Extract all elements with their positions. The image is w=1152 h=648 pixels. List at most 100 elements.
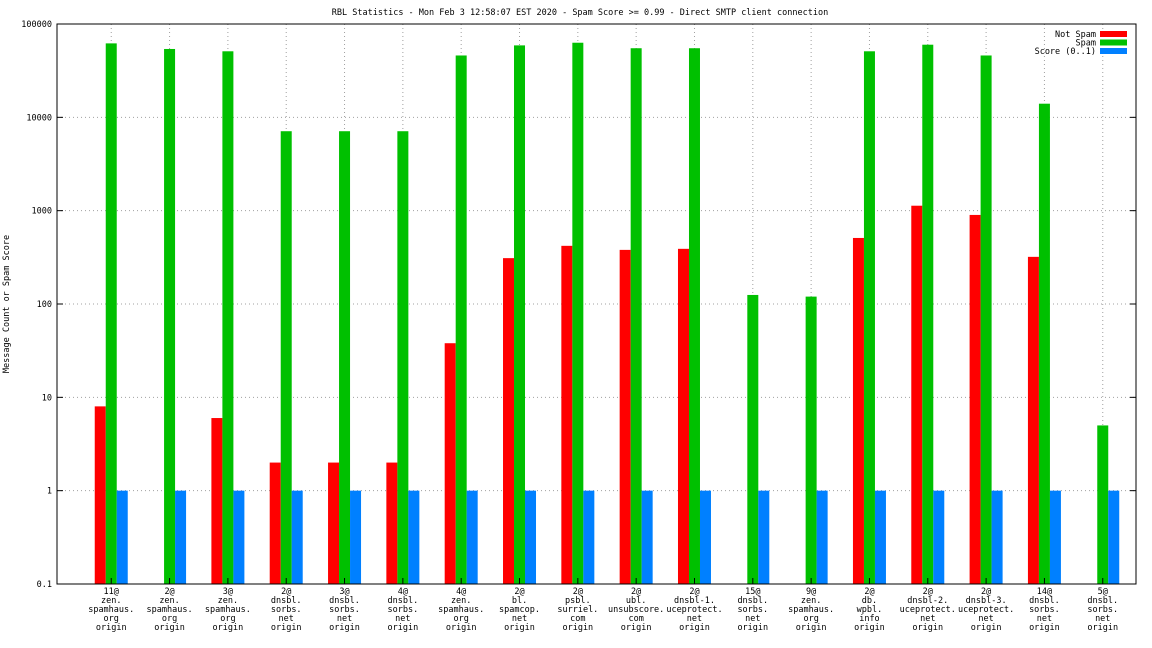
- x-tick-label: 11@ zen. spamhaus. org origin: [88, 587, 134, 633]
- x-tick-label-line: 2@: [689, 587, 699, 597]
- x-tick-label-line: 4@: [456, 587, 466, 597]
- x-tick-label-line: origin: [796, 623, 827, 633]
- bar-spam: [222, 51, 234, 584]
- x-tick-label: 2@ bl. spamcop. net origin: [499, 587, 540, 633]
- x-tick-label-line: 3@: [223, 587, 233, 597]
- chart-title: RBL Statistics - Mon Feb 3 12:58:07 EST …: [332, 8, 828, 18]
- bar-score-0-1: [1049, 490, 1061, 584]
- bar-not-spam: [619, 249, 631, 584]
- x-tick-label-line: origin: [388, 623, 419, 633]
- bar-score-0-1: [816, 490, 828, 584]
- bar-spam: [105, 43, 117, 585]
- bar-spam: [630, 48, 642, 585]
- bar-not-spam: [852, 237, 864, 584]
- x-tick-label-line: 4@: [398, 587, 408, 597]
- x-tick-label-line: origin: [854, 623, 885, 633]
- legend-label: Spam: [1076, 39, 1096, 49]
- x-tick-label-line: dnsbl.: [329, 596, 360, 606]
- x-tick-label-line: dnsbl.: [388, 596, 419, 606]
- x-tick-label-line: org: [803, 614, 818, 624]
- x-tick-label-line: spamcop.: [499, 605, 540, 615]
- x-tick-label-line: dnsbl.: [1029, 596, 1060, 606]
- bar-not-spam: [269, 462, 281, 584]
- x-tick-label-line: uceprotect.: [900, 605, 956, 615]
- bar-spam: [1038, 103, 1050, 585]
- x-tick-label-line: info: [859, 614, 879, 624]
- x-tick-label-line: origin: [679, 623, 710, 633]
- bar-spam: [339, 131, 351, 584]
- x-tick-label-line: sorbs.: [737, 605, 768, 615]
- bar-not-spam: [561, 245, 573, 584]
- x-tick-label-line: origin: [504, 623, 535, 633]
- bar-not-spam: [969, 214, 981, 584]
- x-tick-label-line: uceprotect.: [666, 605, 722, 615]
- x-tick-label-line: sorbs.: [271, 605, 302, 615]
- x-tick-label: 2@ ubl. unsubscore. com origin: [608, 587, 664, 633]
- x-tick-label-line: 15@: [745, 587, 760, 597]
- y-axis-ticks: 0.1 1 10 100 1000 10000 100000: [21, 20, 1136, 590]
- x-tick-label-line: origin: [96, 623, 127, 633]
- bar-score-0-1: [525, 490, 537, 584]
- x-tick-label-line: org: [454, 614, 469, 624]
- bar-not-spam: [211, 418, 223, 584]
- x-tick-label: 2@ psbl. surriel. com origin: [557, 587, 598, 633]
- legend-swatch: [1100, 48, 1127, 54]
- x-tick-label-line: net: [687, 614, 702, 624]
- x-tick-label-line: 2@: [923, 587, 933, 597]
- y-tick-label: 10: [42, 393, 52, 403]
- x-tick-label-line: sorbs.: [1029, 605, 1060, 615]
- x-tick-label-line: psbl.: [565, 596, 591, 606]
- x-tick-label-line: surriel.: [557, 605, 598, 615]
- x-tick-label: 14@ dnsbl. sorbs. net origin: [1029, 587, 1060, 633]
- x-tick-label-line: net: [279, 614, 294, 624]
- x-tick-label-line: 2@: [631, 587, 641, 597]
- bar-spam: [514, 45, 526, 584]
- x-tick-label-line: sorbs.: [329, 605, 360, 615]
- x-tick-label-line: zen.: [101, 596, 121, 606]
- x-tick-label-line: org: [220, 614, 235, 624]
- x-tick-label-line: net: [978, 614, 993, 624]
- bar-spam: [280, 131, 292, 584]
- x-tick-label-line: dnsbl-1.: [674, 596, 715, 606]
- bar-score-0-1: [758, 490, 770, 584]
- x-tick-label-line: net: [395, 614, 410, 624]
- x-tick-label: 3@ zen. spamhaus. org origin: [205, 587, 251, 633]
- x-tick-label-line: spamhaus.: [147, 605, 193, 615]
- x-tick-label-line: dnsbl-2.: [907, 596, 948, 606]
- x-tick-label-line: spamhaus.: [788, 605, 834, 615]
- bar-score-0-1: [641, 490, 653, 584]
- x-tick-label-line: wpbl.: [857, 605, 883, 615]
- x-tick-label-line: net: [1095, 614, 1110, 624]
- legend-swatch: [1100, 31, 1127, 37]
- bar-spam: [805, 296, 817, 584]
- x-tick-label-line: zen.: [218, 596, 238, 606]
- legend-label: Not Spam: [1055, 30, 1096, 40]
- bar-spam: [455, 55, 467, 584]
- x-tick-label-line: spamhaus.: [205, 605, 251, 615]
- x-tick-label-line: origin: [1029, 623, 1060, 633]
- y-tick-label: 100000: [21, 20, 52, 30]
- x-tick-label-line: unsubscore.: [608, 605, 664, 615]
- bar-spam: [1097, 425, 1109, 584]
- bar-not-spam: [444, 343, 456, 584]
- bar-spam: [688, 48, 700, 585]
- x-tick-label: 4@ dnsbl. sorbs. net origin: [388, 587, 419, 633]
- x-tick-label-line: 3@: [339, 587, 349, 597]
- x-tick-label-line: origin: [446, 623, 477, 633]
- bar-spam: [572, 42, 584, 585]
- x-tick-label: 5@ dnsbl. sorbs. net origin: [1087, 587, 1118, 633]
- x-tick-label-line: sorbs.: [1087, 605, 1118, 615]
- x-tick-label-line: origin: [562, 623, 593, 633]
- x-tick-label-line: origin: [737, 623, 768, 633]
- y-axis-label: Message Count or Spam Score: [2, 235, 12, 373]
- x-tick-label: 3@ dnsbl. sorbs. net origin: [329, 587, 360, 633]
- x-tick-label-line: net: [512, 614, 527, 624]
- x-tick-label: 15@ dnsbl. sorbs. net origin: [737, 587, 768, 633]
- x-tick-label: 9@ zen. spamhaus. org origin: [788, 587, 834, 633]
- bar-spam: [747, 294, 759, 584]
- x-tick-label-line: dnsbl.: [271, 596, 302, 606]
- x-tick-label-line: 14@: [1037, 587, 1052, 597]
- x-tick-label-line: 2@: [281, 587, 291, 597]
- x-tick-label-line: 2@: [864, 587, 874, 597]
